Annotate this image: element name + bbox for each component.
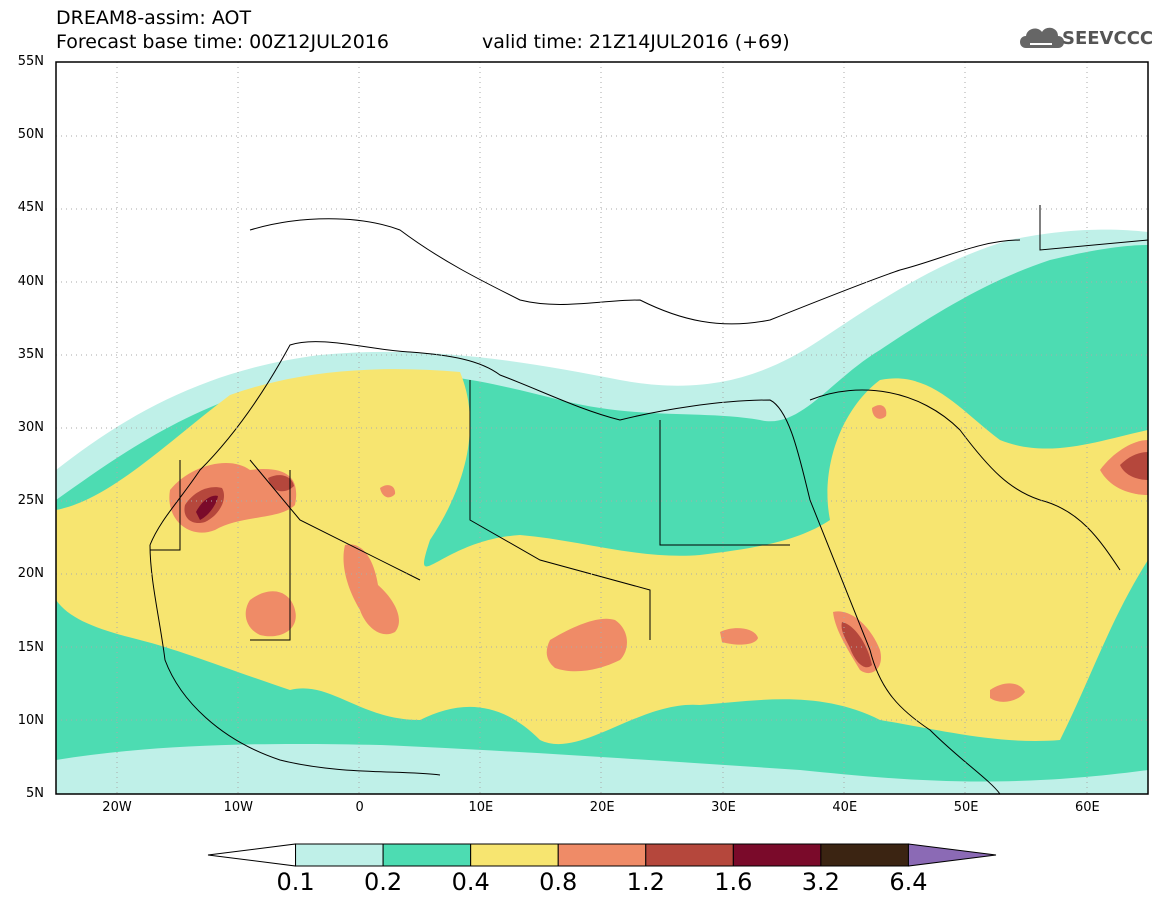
lat-label: 40N xyxy=(17,273,44,289)
lon-label: 60E xyxy=(1075,800,1100,815)
aot-field-12d xyxy=(1120,452,1148,480)
colorbar-label: 1.6 xyxy=(714,868,753,896)
lon-label: 10E xyxy=(468,800,494,815)
lon-label: 0 xyxy=(355,800,364,815)
aot-field-08g xyxy=(990,683,1025,702)
aot-field-08c xyxy=(343,544,399,635)
map-title: DREAM8-assim: AOT xyxy=(56,7,252,29)
coastline-europe xyxy=(249,218,1021,325)
lat-label: 25N xyxy=(17,493,44,509)
colorbar-label: 6.4 xyxy=(889,868,928,896)
colorbar-label: 0.1 xyxy=(276,868,315,896)
colorbar-label: 3.2 xyxy=(801,868,840,896)
lat-label: 5N xyxy=(26,786,44,801)
lat-label: 10N xyxy=(17,712,44,728)
coastline-arabia xyxy=(809,389,1121,571)
aot-field-12c xyxy=(841,622,872,668)
colorbar-swatch xyxy=(207,843,297,867)
colorbar-swatch xyxy=(907,843,997,867)
lat-label: 35N xyxy=(17,346,44,362)
aot-field-16a xyxy=(196,495,218,520)
colorbar-swatch xyxy=(295,843,384,867)
valid-time: valid time: 21Z14JUL2016 (+69) xyxy=(482,31,790,53)
lon-label: 20E xyxy=(589,800,615,815)
aot-field-08b xyxy=(245,591,296,637)
map-frame xyxy=(55,61,1149,795)
border-line-3 xyxy=(659,420,790,546)
colorbar-label: 0.4 xyxy=(451,868,490,896)
lat-label: 20N xyxy=(17,566,44,582)
aot-field-08i xyxy=(380,485,396,498)
colorbar xyxy=(207,843,997,867)
coastline-nafrica xyxy=(149,341,1001,794)
colorbar-swatch xyxy=(557,843,647,867)
aot-field-08d xyxy=(546,618,627,672)
lon-label: 20W xyxy=(102,800,132,815)
border-line-4 xyxy=(150,460,181,551)
border-line-5 xyxy=(250,470,291,641)
cloud-icon xyxy=(1020,27,1064,48)
border-line-1 xyxy=(249,459,421,581)
lat-label: 55N xyxy=(17,54,44,69)
lon-label: 40E xyxy=(832,800,858,815)
lon-label: 50E xyxy=(953,800,979,815)
colorbar-label: 0.2 xyxy=(364,868,403,896)
colorbar-swatch xyxy=(732,843,822,867)
border-line-2 xyxy=(469,380,651,640)
logo-text: SEEVCCC xyxy=(1062,28,1154,49)
colorbar-swatch xyxy=(382,843,472,867)
colorbar-swatch xyxy=(645,843,734,867)
lon-label: 30E xyxy=(711,800,736,815)
lat-label: 15N xyxy=(17,639,44,655)
colorbar-label: 0.8 xyxy=(539,868,578,896)
lat-label: 50N xyxy=(17,127,44,143)
aot-field-12b xyxy=(268,475,294,492)
colorbar-swatch xyxy=(820,843,909,867)
coastline-wafrica xyxy=(149,544,441,776)
lat-label: 45N xyxy=(17,200,44,216)
border-line-6 xyxy=(1039,205,1148,251)
lon-label: 10W xyxy=(223,800,253,815)
colorbar-label: 1.2 xyxy=(626,868,665,896)
aot-field-08j xyxy=(872,405,887,419)
colorbar-swatch xyxy=(470,843,559,867)
aot-field-08e xyxy=(720,628,758,645)
lat-label: 30N xyxy=(17,420,44,435)
base-time: Forecast base time: 00Z12JUL2016 xyxy=(56,31,389,53)
